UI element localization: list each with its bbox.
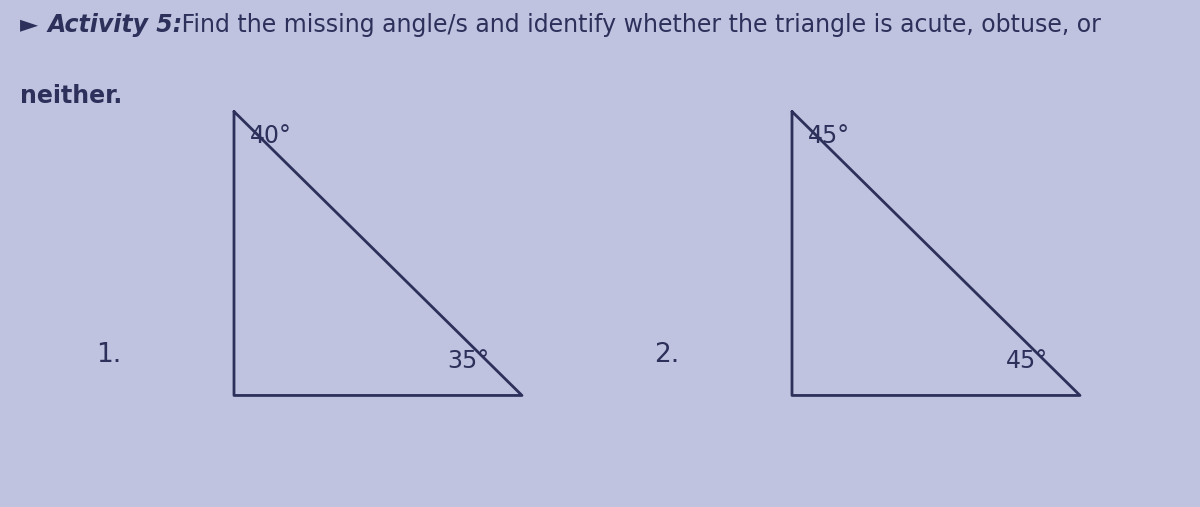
- Text: ►: ►: [20, 13, 38, 37]
- Text: 35°: 35°: [448, 349, 490, 373]
- Text: 2.: 2.: [654, 342, 679, 368]
- Text: Activity 5:: Activity 5:: [48, 13, 184, 37]
- Text: 40°: 40°: [250, 124, 292, 148]
- Text: Find the missing angle/s and identify whether the triangle is acute, obtuse, or: Find the missing angle/s and identify wh…: [174, 13, 1100, 37]
- Text: 45°: 45°: [1006, 349, 1048, 373]
- Text: 1.: 1.: [96, 342, 121, 368]
- Text: 45°: 45°: [808, 124, 850, 148]
- Text: neither.: neither.: [20, 84, 122, 107]
